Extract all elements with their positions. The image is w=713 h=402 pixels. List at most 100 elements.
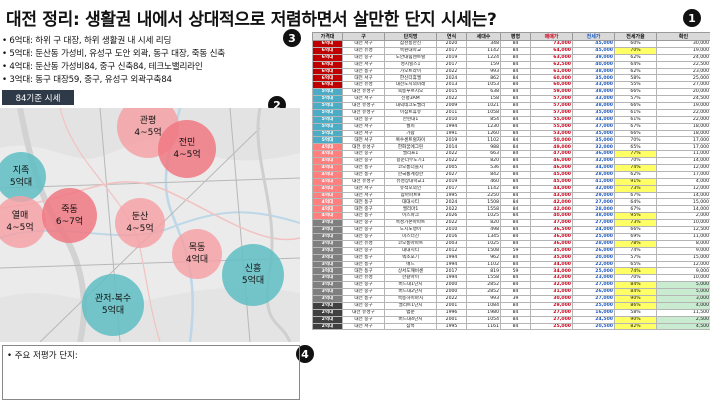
table-cell: 27,000: [530, 308, 573, 317]
table-cell: 84%: [614, 281, 657, 290]
table-cell: 44,000: [530, 184, 573, 193]
table-cell: 5,000: [656, 288, 710, 296]
table-cell: 59,000: [530, 88, 573, 97]
table-cell: 36,000: [572, 150, 615, 159]
table-cell: 84: [500, 232, 531, 241]
table-cell: 55,000: [530, 122, 573, 131]
table-cell: 27,000: [530, 315, 573, 324]
table-cell: 22,000: [656, 115, 710, 124]
table-cell: 1224: [466, 53, 501, 62]
table-cell: 32,000: [572, 184, 615, 193]
table-cell: 84: [500, 164, 531, 172]
table-row: 3억대 대전 중구 버드내1단지 2000 2852 84 32,000 27,000 84% 5…: [312, 281, 710, 290]
page-title: 대전 정리: 생활권 내에서 상대적으로 저렴하면서 살만한 단지 시세는?: [6, 10, 497, 30]
table-cell: 73,000: [530, 40, 573, 48]
table-cell: 57,000: [530, 102, 573, 110]
table-cell: 55%: [614, 81, 657, 90]
table-cell: 65%: [614, 143, 657, 152]
table-cell: 28,000: [572, 205, 615, 214]
table-cell: 14,000: [656, 191, 710, 200]
table-cell: 820: [466, 219, 501, 228]
table-cell: 27,000: [572, 294, 615, 303]
table-cell: 1260: [466, 129, 501, 138]
table-cell: 대전 서구: [342, 322, 385, 331]
table-cell: 82%: [614, 322, 657, 331]
table-cell: 대전 중구: [342, 157, 385, 166]
col-sale-price: 매매가: [530, 32, 573, 41]
table-cell: 1994: [436, 253, 467, 262]
table-cell: 42,000: [530, 205, 573, 214]
table-header-row: 가격대 구 단지명 연식 세대수 평형 매매가 전세가 전세가율 확인: [312, 32, 710, 41]
table-cell: 84: [500, 129, 531, 138]
table-cell: 대전 중구: [342, 288, 385, 296]
table-cell: 목성가온아파트: [384, 219, 437, 228]
notes-label: • 주요 저평가 단지:: [7, 351, 78, 361]
table-cell: 29,000: [530, 301, 573, 310]
table-cell: 한화꿈에그린: [384, 143, 437, 152]
table-cell: 25,000: [572, 267, 615, 276]
table-cell: 67%: [614, 205, 657, 214]
table-cell: 대전 유성: [342, 274, 385, 283]
table-cell: 38,000: [572, 212, 615, 221]
region-map: 관평 4~5억 전민 4~5억 지족 5억대 열매 4~5억 죽동 6~7억 둔…: [0, 108, 300, 342]
col-year: 연식: [436, 32, 467, 41]
marker-1: 1: [683, 9, 701, 27]
table-cell: 대전 서구: [342, 136, 385, 145]
table-cell: 84: [500, 322, 531, 331]
table-row: 5억대 대전 유성구 대덕테크노밸리 2009 1021 84 57,000 38,000 66…: [312, 102, 710, 110]
table-row: 5억대 대전 중구 한현대1 2010 854 84 55,000 34,000 61% 22,0…: [312, 115, 710, 124]
table-cell: 32,000: [530, 281, 573, 290]
marker-4: 4: [296, 345, 314, 363]
table-cell: 45,000: [530, 170, 573, 179]
marker-3: 3: [283, 29, 301, 47]
col-jeonse-ratio: 전세가율: [614, 32, 657, 41]
table-cell: 2022: [436, 157, 467, 166]
table-cell: 34,000: [572, 164, 615, 172]
table-row: 3억대 대전 동구 매드 1994 1102 84 34,000 22,000 65% 12,00…: [312, 260, 710, 269]
table-row: 3억대 대전 동구 상서도깨비센 2017 819 59 34,000 25,000 74% 9,…: [312, 267, 710, 276]
table-cell: 962: [466, 253, 501, 262]
table-cell: 498: [466, 226, 501, 234]
table-cell: 86%: [614, 301, 657, 310]
table-cell: 29,000: [572, 191, 615, 200]
table-cell: 대전 서구: [342, 129, 385, 138]
table-cell: 90%: [614, 315, 657, 324]
table-cell: 4억대: [312, 184, 343, 193]
table-cell: 8,000: [656, 239, 710, 248]
table-cell: 159: [466, 60, 501, 69]
table-cell: 미스터진: [384, 232, 437, 241]
table-cell: 2억대: [312, 322, 343, 331]
table-cell: 4억대: [312, 170, 343, 179]
table-cell: 70%: [614, 274, 657, 283]
table-cell: 23,000: [572, 274, 615, 283]
table-cell: 70%: [614, 157, 657, 166]
table-cell: 3억대: [312, 294, 343, 303]
table-cell: 대전 동구: [342, 164, 385, 172]
table-cell: 84: [500, 102, 531, 110]
table-cell: 20,000: [572, 253, 615, 262]
table-cell: 1345: [466, 232, 501, 241]
table-cell: 61,000: [530, 67, 573, 76]
table-cell: 2019: [436, 136, 467, 145]
table-cell: 2005: [436, 164, 467, 172]
table-cell: 70%: [614, 136, 657, 145]
table-cell: 73%: [614, 219, 657, 228]
table-cell: 삼목: [384, 322, 437, 331]
table-cell: 1996: [436, 308, 467, 317]
table-cell: 60,000: [530, 74, 573, 83]
table-cell: 유성상대학교1: [384, 177, 437, 186]
table-cell: 대전 서구: [342, 95, 385, 104]
table-cell: 84: [500, 315, 531, 324]
table-cell: 대전 중구: [342, 246, 385, 255]
table-cell: 버드내4단지: [384, 315, 437, 324]
table-row: 4억대 대전 동구 대대시티 2024 1508 84 42,000 27,000 64% 15,…: [312, 198, 710, 207]
summary-line-5: • 5억대: 둔산동 가성비, 유성구 도안 외곽, 동구 대장, 죽동 신축: [2, 49, 225, 59]
table-cell: 84: [500, 46, 531, 55]
col-jeonse-price: 전세가: [572, 32, 615, 41]
table-cell: 1508: [466, 246, 501, 255]
table-cell: 6억대: [312, 53, 343, 62]
table-row: 2억대 대전 서구 삼목 1995 1161 84 25,000 20,500 82% 4,500: [312, 322, 710, 331]
table-cell: 84: [500, 260, 531, 269]
table-cell: 버드내2단지: [384, 288, 437, 296]
table-cell: 50,000: [530, 136, 573, 145]
